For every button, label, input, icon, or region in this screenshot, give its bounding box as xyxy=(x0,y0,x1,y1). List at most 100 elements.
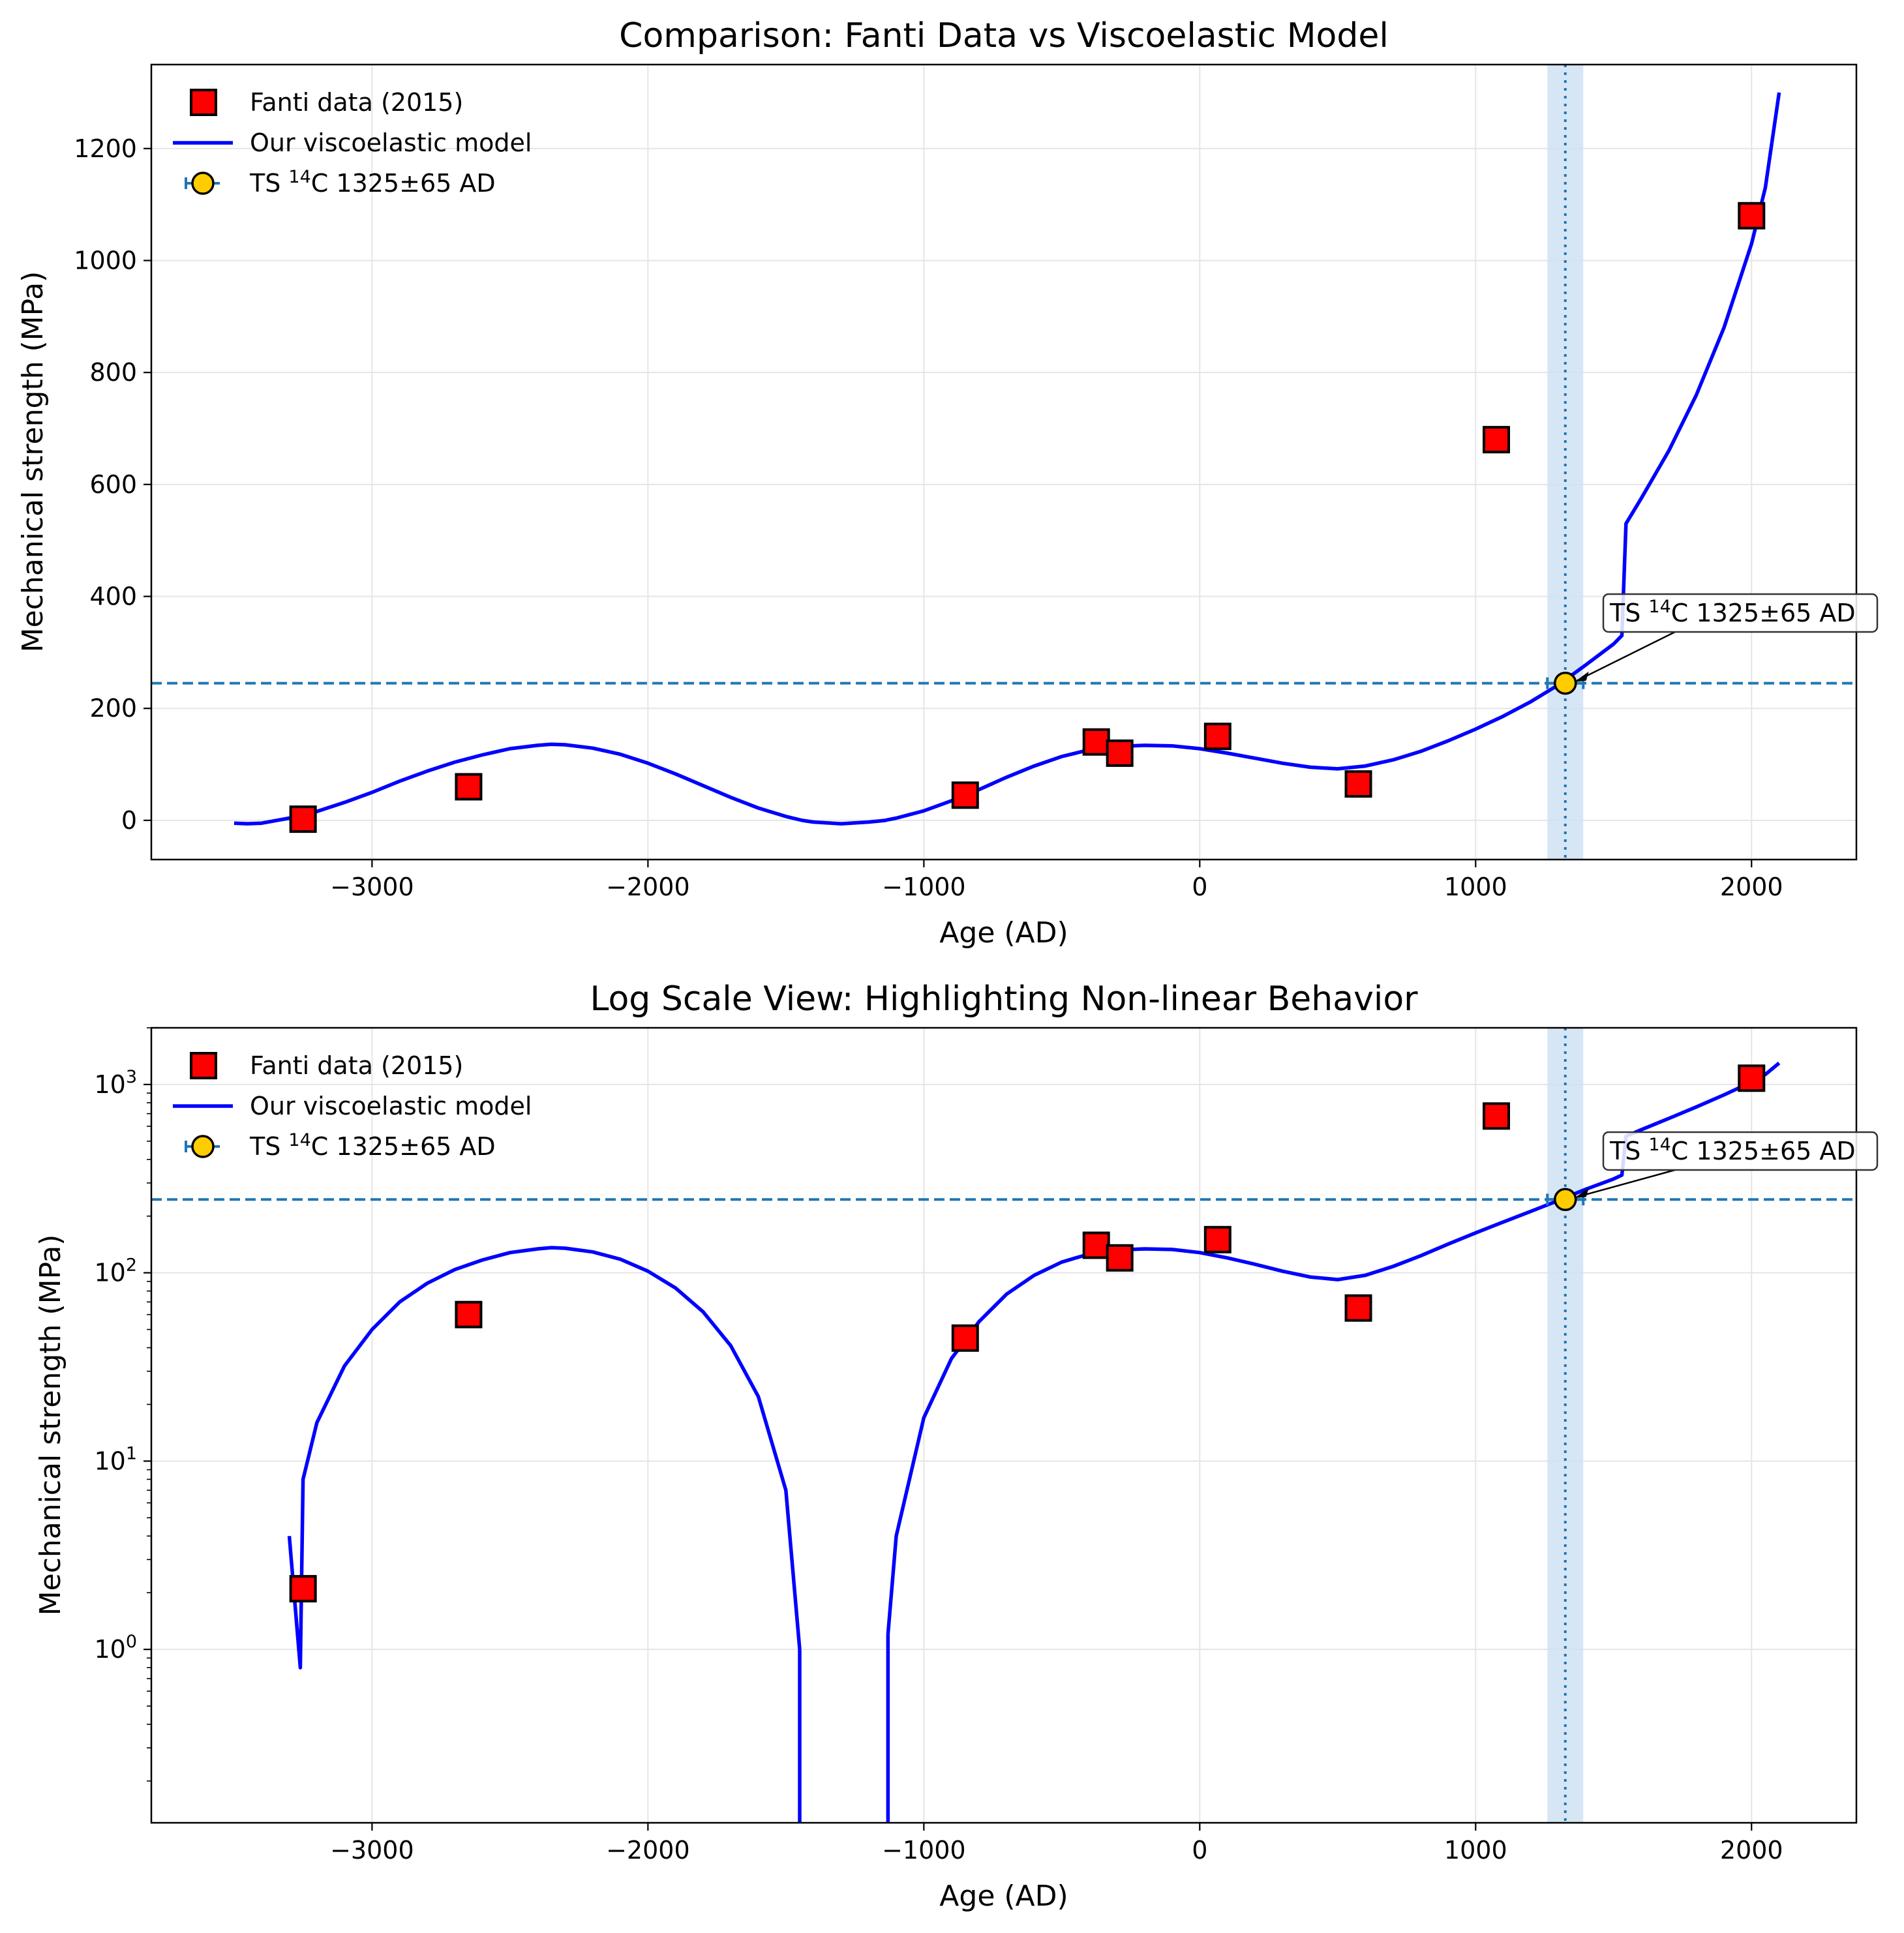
y-tick-label-exponent: 3 xyxy=(126,1067,137,1087)
x-tick-label: 2000 xyxy=(1720,1836,1783,1865)
x-tick-label: 2000 xyxy=(1720,873,1783,901)
panel-linear: −3000 −2000 −1000 0 1000 2000 0 200 400 600 800 100… xyxy=(16,16,1879,950)
annotation-label-prefix: TS xyxy=(1609,1137,1648,1165)
y-tick-label-exponent: 1 xyxy=(126,1443,137,1463)
x-axis-label-linear: Age (AD) xyxy=(939,916,1068,950)
x-tick-label: 0 xyxy=(1192,1836,1207,1865)
fanti-data-point xyxy=(455,773,483,801)
y-tick-label: 200 xyxy=(89,694,137,723)
legend-label-ts: TS 14C 1325±65 AD xyxy=(249,167,496,198)
annotation-label: TS 14C 1325±65 AD xyxy=(1609,1135,1856,1165)
legend-label-ts-suffix: C 1325±65 AD xyxy=(311,1132,496,1161)
x-tick-label: −1000 xyxy=(882,1836,966,1865)
y-tick-label-exponent: 0 xyxy=(126,1632,137,1652)
annotation-label-superscript: 14 xyxy=(1648,597,1670,617)
axes-frame-log xyxy=(150,1026,1858,1824)
legend-marker-ts xyxy=(191,172,215,195)
x-tick-label: −2000 xyxy=(606,873,690,901)
model-curve xyxy=(886,1061,1781,1635)
y-tick-label: 100 xyxy=(94,1632,137,1664)
uncertainty-band xyxy=(1547,1028,1584,1823)
fanti-data-point xyxy=(1483,1102,1511,1130)
annotation-log: TS 14C 1325±65 AD xyxy=(1574,1131,1879,1199)
annotation-label-suffix: C 1325±65 AD xyxy=(1671,599,1856,627)
annotation-label-prefix: TS xyxy=(1609,599,1648,627)
x-tick-label: −3000 xyxy=(330,873,414,901)
legend-label-ts-superscript: 14 xyxy=(288,167,310,187)
y-tick-label: 1200 xyxy=(74,134,137,163)
y-tick-label: 0 xyxy=(121,806,137,835)
y-tick-label-base: 10 xyxy=(94,1446,125,1475)
y-tick-label-base: 10 xyxy=(94,1635,125,1664)
annotation-box xyxy=(1602,1131,1879,1171)
legend-marker-fanti xyxy=(190,1052,217,1079)
legend-linear: Fanti data (2015) Our viscoelastic model T… xyxy=(173,88,532,198)
annotation-label-suffix: C 1325±65 AD xyxy=(1671,1137,1856,1165)
y-axis-label-log: Mechanical strength (MPa) xyxy=(34,1235,67,1616)
model-curve xyxy=(234,92,1781,826)
axes-frame-linear xyxy=(150,63,1858,861)
y-axis-label-linear: Mechanical strength (MPa) xyxy=(16,271,50,653)
annotation-box xyxy=(1602,593,1879,633)
y-tick-label: 101 xyxy=(94,1443,137,1475)
annotation-arrow xyxy=(1577,1169,1676,1198)
fanti-data-point xyxy=(455,1300,483,1328)
annotation-label: TS 14C 1325±65 AD xyxy=(1609,597,1856,627)
fanti-data-point xyxy=(289,805,317,833)
y-tick-label: 400 xyxy=(89,582,137,611)
x-tick-label: −2000 xyxy=(606,1836,690,1865)
legend-log: Fanti data (2015) Our viscoelastic model T… xyxy=(173,1051,532,1161)
ts-radiocarbon-point xyxy=(1554,1188,1577,1212)
legend-marker-ts xyxy=(191,1135,215,1158)
ts-radiocarbon-point xyxy=(1554,671,1577,695)
plot-area-linear xyxy=(151,65,1856,860)
fanti-data-point xyxy=(1738,202,1766,230)
legend-label: Our viscoelastic model xyxy=(250,1092,532,1120)
y-tick-label-base: 10 xyxy=(94,1259,125,1287)
legend-label: Fanti data (2015) xyxy=(250,88,463,117)
fanti-data-point xyxy=(1106,1244,1134,1272)
legend-label: Fanti data (2015) xyxy=(250,1051,463,1080)
y-tick-label: 103 xyxy=(94,1067,137,1099)
fanti-data-point xyxy=(951,1324,979,1352)
legend-label-ts: TS 14C 1325±65 AD xyxy=(249,1130,496,1161)
fanti-data-point xyxy=(1344,770,1372,798)
legend-label-ts-suffix: C 1325±65 AD xyxy=(311,169,496,198)
fanti-data-point xyxy=(289,1575,317,1603)
x-tick-label: 0 xyxy=(1192,873,1207,901)
uncertainty-band xyxy=(1547,65,1584,860)
fanti-data-point xyxy=(1344,1294,1372,1322)
annotation-label-superscript: 14 xyxy=(1648,1135,1670,1155)
x-tick-label: 1000 xyxy=(1444,873,1507,901)
fanti-data-point xyxy=(951,781,979,809)
legend-marker-fanti xyxy=(190,89,217,116)
fanti-data-point xyxy=(1106,739,1134,767)
x-axis-label-log: Age (AD) xyxy=(939,1880,1068,1913)
x-tick-label: 1000 xyxy=(1444,1836,1507,1865)
x-tick-label: −3000 xyxy=(330,1836,414,1865)
fanti-data-point xyxy=(1738,1064,1766,1092)
y-tick-label: 102 xyxy=(94,1255,137,1287)
fanti-data-point xyxy=(1082,1231,1110,1259)
legend-label-ts-prefix: TS xyxy=(249,169,288,198)
y-tick-label: 1000 xyxy=(74,246,137,275)
legend-label-ts-prefix: TS xyxy=(249,1132,288,1161)
fanti-data-point xyxy=(1082,728,1110,756)
y-tick-label: 600 xyxy=(89,470,137,499)
model-curve xyxy=(287,1246,802,1670)
x-tick-label: −1000 xyxy=(882,873,966,901)
ticks-linear: −3000 −2000 −1000 0 1000 2000 0 200 400 600 800 100… xyxy=(74,134,1783,901)
annotation-arrow xyxy=(1577,631,1676,682)
y-tick-label-base: 10 xyxy=(94,1070,125,1099)
annotation-arrowhead xyxy=(1574,671,1589,682)
y-tick-label-exponent: 2 xyxy=(126,1255,137,1276)
annotation-arrowhead xyxy=(1574,1188,1589,1199)
plot-area-log xyxy=(151,1028,1856,1823)
legend-label-ts-superscript: 14 xyxy=(288,1130,310,1150)
legend-label: Our viscoelastic model xyxy=(250,128,532,157)
grid-log xyxy=(151,1028,1856,1823)
